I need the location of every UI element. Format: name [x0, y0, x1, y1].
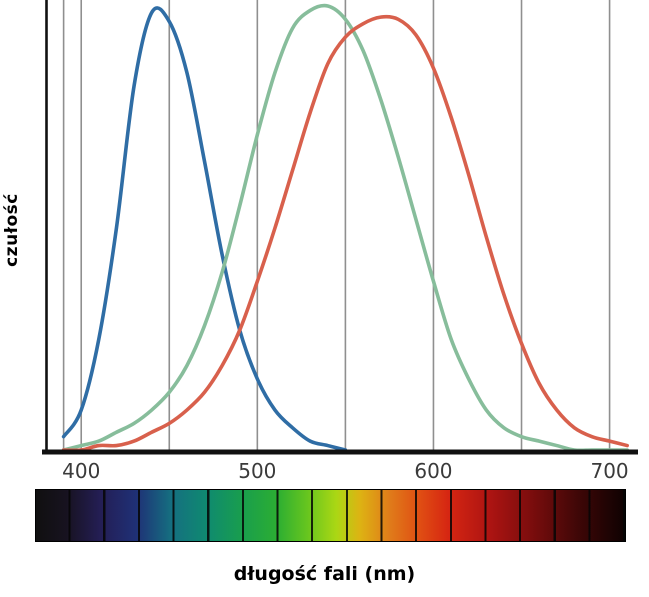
spectrum-bar	[35, 489, 626, 542]
x-axis-line	[42, 449, 638, 455]
x-tick-label: 700	[590, 459, 628, 482]
sensitivity-chart: 400 500 600 700	[42, 0, 638, 482]
curves	[61, 3, 629, 453]
x-tick-labels: 400 500 600 700	[62, 459, 629, 482]
curve-blue-cone	[61, 6, 348, 452]
gridlines	[62, 0, 611, 451]
x-axis-label: długość fali (nm)	[233, 563, 416, 585]
x-tick-label: 600	[414, 459, 452, 482]
x-tick-label: 400	[62, 459, 100, 482]
curve-red-cone	[61, 14, 629, 453]
x-tick-label: 500	[238, 459, 276, 482]
spectrum-separators	[36, 490, 625, 541]
curve-green-cone	[61, 3, 629, 453]
